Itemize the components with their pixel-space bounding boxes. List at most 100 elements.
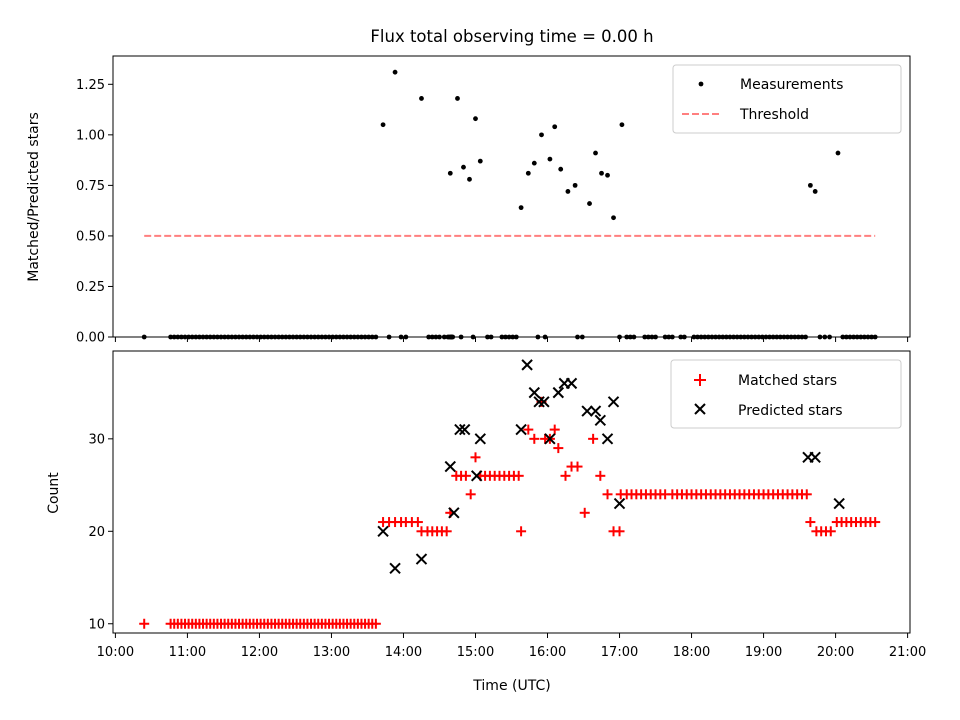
matched-star-point xyxy=(441,526,452,537)
measurement-point xyxy=(552,124,558,130)
measurement-point xyxy=(611,215,616,221)
predicted-star-point xyxy=(594,414,607,427)
matched-star-point xyxy=(595,470,606,481)
measurement-point xyxy=(539,132,544,138)
predicted-star-point xyxy=(389,562,401,574)
x-tick-label: 14:00 xyxy=(385,645,422,660)
top-plot-panel: Flux total observing time = 0.00 h Match… xyxy=(26,27,911,346)
predicted-star-point xyxy=(601,433,614,445)
matched-star-point xyxy=(370,618,381,629)
matched-star-point xyxy=(529,433,540,444)
predicted-star-point xyxy=(515,423,527,436)
x-tick-label: 11:00 xyxy=(169,645,206,660)
matched-star-point xyxy=(465,489,476,500)
bottom-y-axis-label: Count xyxy=(46,472,62,514)
top-y-tick-label: 1.25 xyxy=(76,78,105,93)
measurement-point xyxy=(587,201,592,206)
predicted-star-point xyxy=(448,507,460,519)
legend-measurements-marker xyxy=(698,81,704,87)
matched-star-point xyxy=(516,526,527,537)
bottom-ticks: 10 20 30 10:00 11:00 12:00 13:00 14:00 15:00 16:0… xyxy=(88,432,926,660)
predicted-star-point xyxy=(809,451,821,464)
bottom-plot-frame xyxy=(112,350,911,634)
measurement-point xyxy=(525,170,531,176)
top-plot-frame xyxy=(112,55,911,338)
matched-star-point xyxy=(588,433,599,444)
top-legend: Measurements Threshold xyxy=(672,64,902,134)
bottom-y-tick-label: 10 xyxy=(88,617,105,632)
legend-threshold-label: Threshold xyxy=(739,107,809,123)
measurement-point xyxy=(599,170,604,176)
predicted-star-point xyxy=(474,433,486,445)
predicted-star-point xyxy=(833,497,845,510)
measurement-point xyxy=(419,96,424,101)
matched-star-point xyxy=(825,526,836,537)
predicted-star-point xyxy=(589,405,602,417)
matched-star-point xyxy=(614,526,625,537)
predicted-star-point xyxy=(470,470,483,482)
bottom-legend: Matched stars Predicted stars xyxy=(670,359,902,429)
bottom-plot-panel: Count Time (UTC) 10 20 30 10:00 11:00 12:00 13… xyxy=(46,350,926,694)
top-y-tick-label: 0.75 xyxy=(76,179,105,194)
x-tick-label: 16:00 xyxy=(529,645,566,660)
matched-star-point xyxy=(805,517,816,528)
matched-star-point xyxy=(549,424,560,435)
measurement-point xyxy=(392,69,398,75)
top-ticks: 0.00 0.25 0.50 0.75 1.00 1.25 xyxy=(76,78,909,346)
x-tick-label: 12:00 xyxy=(241,645,278,660)
matched-star-point xyxy=(513,470,524,481)
legend-measurements-label: Measurements xyxy=(740,77,843,93)
matched-star-point xyxy=(460,470,471,481)
bottom-y-tick-label: 30 xyxy=(88,432,105,447)
matched-star-point xyxy=(870,517,881,528)
x-tick-label: 21:00 xyxy=(889,645,926,660)
measurement-point xyxy=(461,164,466,170)
predicted-star-point xyxy=(544,433,556,445)
x-axis-label: Time (UTC) xyxy=(472,678,550,694)
measurement-point xyxy=(467,176,472,182)
measurement-point xyxy=(572,182,578,188)
matched-star-point xyxy=(801,489,812,500)
measurement-point xyxy=(593,150,598,156)
measurement-point xyxy=(455,96,460,101)
matched-star-point xyxy=(579,507,590,518)
predicted-star-point xyxy=(415,553,428,565)
measurement-point xyxy=(558,166,564,172)
bottom-y-tick-label: 20 xyxy=(88,525,105,540)
legend-predicted-marker xyxy=(694,403,706,415)
measurement-point xyxy=(812,189,818,194)
top-chart-title: Flux total observing time = 0.00 h xyxy=(370,27,653,46)
measurement-point xyxy=(605,172,610,178)
measurement-point xyxy=(380,122,386,128)
legend-matched-label: Matched stars xyxy=(738,373,837,389)
measurement-point xyxy=(473,116,478,122)
top-y-tick-label: 0.25 xyxy=(76,280,105,295)
matched-star-point xyxy=(139,618,150,629)
legend-predicted-label: Predicted stars xyxy=(738,403,843,419)
measurement-point xyxy=(531,160,537,166)
predicted-star-point xyxy=(458,423,471,436)
x-tick-label: 10:00 xyxy=(97,645,134,660)
measurement-point xyxy=(447,170,453,176)
predicted-star-point xyxy=(613,497,626,510)
bottom-legend-box xyxy=(670,359,902,429)
matched-star-point xyxy=(470,452,481,463)
predicted-star-point xyxy=(377,525,389,538)
x-tick-label: 20:00 xyxy=(817,645,854,660)
matched-stars-points xyxy=(139,396,881,629)
measurement-point xyxy=(477,158,483,164)
predicted-star-point xyxy=(581,405,593,417)
matched-star-point xyxy=(523,424,534,435)
measurement-point xyxy=(807,182,813,188)
matched-star-point xyxy=(553,443,564,454)
predicted-star-point xyxy=(521,359,533,371)
x-tick-label: 15:00 xyxy=(457,645,494,660)
top-legend-box xyxy=(672,64,902,134)
measurement-point xyxy=(518,205,524,211)
measurement-point xyxy=(619,122,625,128)
measurement-point xyxy=(547,156,553,162)
top-y-axis-label: Matched/Predicted stars xyxy=(26,112,42,282)
predicted-star-point xyxy=(607,396,620,408)
predicted-star-point xyxy=(454,423,466,436)
